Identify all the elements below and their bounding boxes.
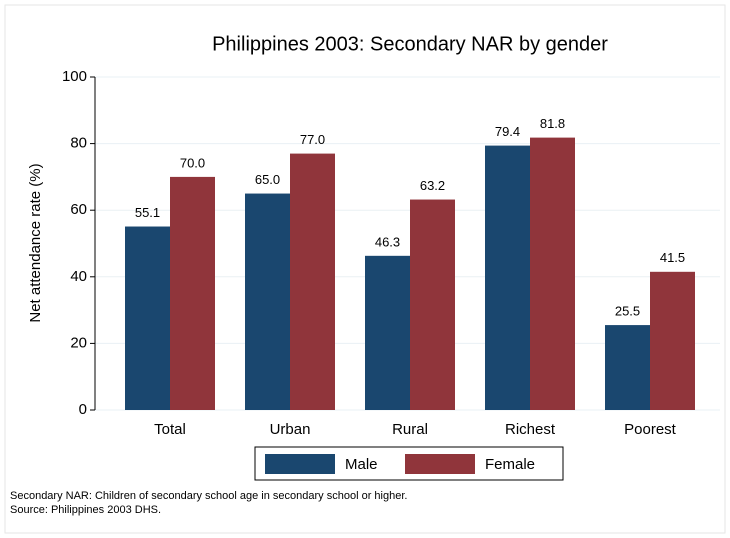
x-tick-label: Urban <box>270 421 311 438</box>
bar <box>125 226 170 410</box>
y-tick-label: 20 <box>70 334 87 351</box>
y-tick-label: 40 <box>70 268 87 285</box>
bar <box>170 176 215 410</box>
footnote: Secondary NAR: Children of secondary sch… <box>10 490 407 502</box>
data-label: 77.0 <box>300 132 325 147</box>
chart-title: Philippines 2003: Secondary NAR by gende… <box>212 33 608 55</box>
legend-label: Male <box>345 456 378 473</box>
bar <box>410 199 455 410</box>
bar <box>485 145 530 410</box>
legend-swatch <box>265 454 335 474</box>
bar <box>650 271 695 410</box>
x-tick-label: Rural <box>392 421 428 438</box>
bar <box>290 153 335 410</box>
data-label: 63.2 <box>420 178 445 193</box>
y-tick-label: 80 <box>70 135 87 152</box>
footnote: Source: Philippines 2003 DHS. <box>10 504 161 516</box>
data-label: 25.5 <box>615 304 640 319</box>
bar <box>530 137 575 410</box>
bar <box>245 193 290 410</box>
x-tick-label: Richest <box>505 421 556 438</box>
data-label: 46.3 <box>375 234 400 249</box>
bar <box>365 255 410 410</box>
data-label: 55.1 <box>135 205 160 220</box>
y-axis-label: Net attendance rate (%) <box>27 163 44 322</box>
legend-swatch <box>405 454 475 474</box>
bar <box>605 325 650 410</box>
y-tick-label: 100 <box>62 68 87 85</box>
data-label: 65.0 <box>255 172 280 187</box>
y-tick-label: 60 <box>70 201 87 218</box>
data-label: 41.5 <box>660 250 685 265</box>
y-tick-label: 0 <box>79 401 87 418</box>
x-tick-label: Total <box>154 421 186 438</box>
data-label: 79.4 <box>495 124 520 139</box>
x-tick-label: Poorest <box>624 421 677 438</box>
data-label: 81.8 <box>540 116 565 131</box>
legend-label: Female <box>485 456 535 473</box>
data-label: 70.0 <box>180 155 205 170</box>
